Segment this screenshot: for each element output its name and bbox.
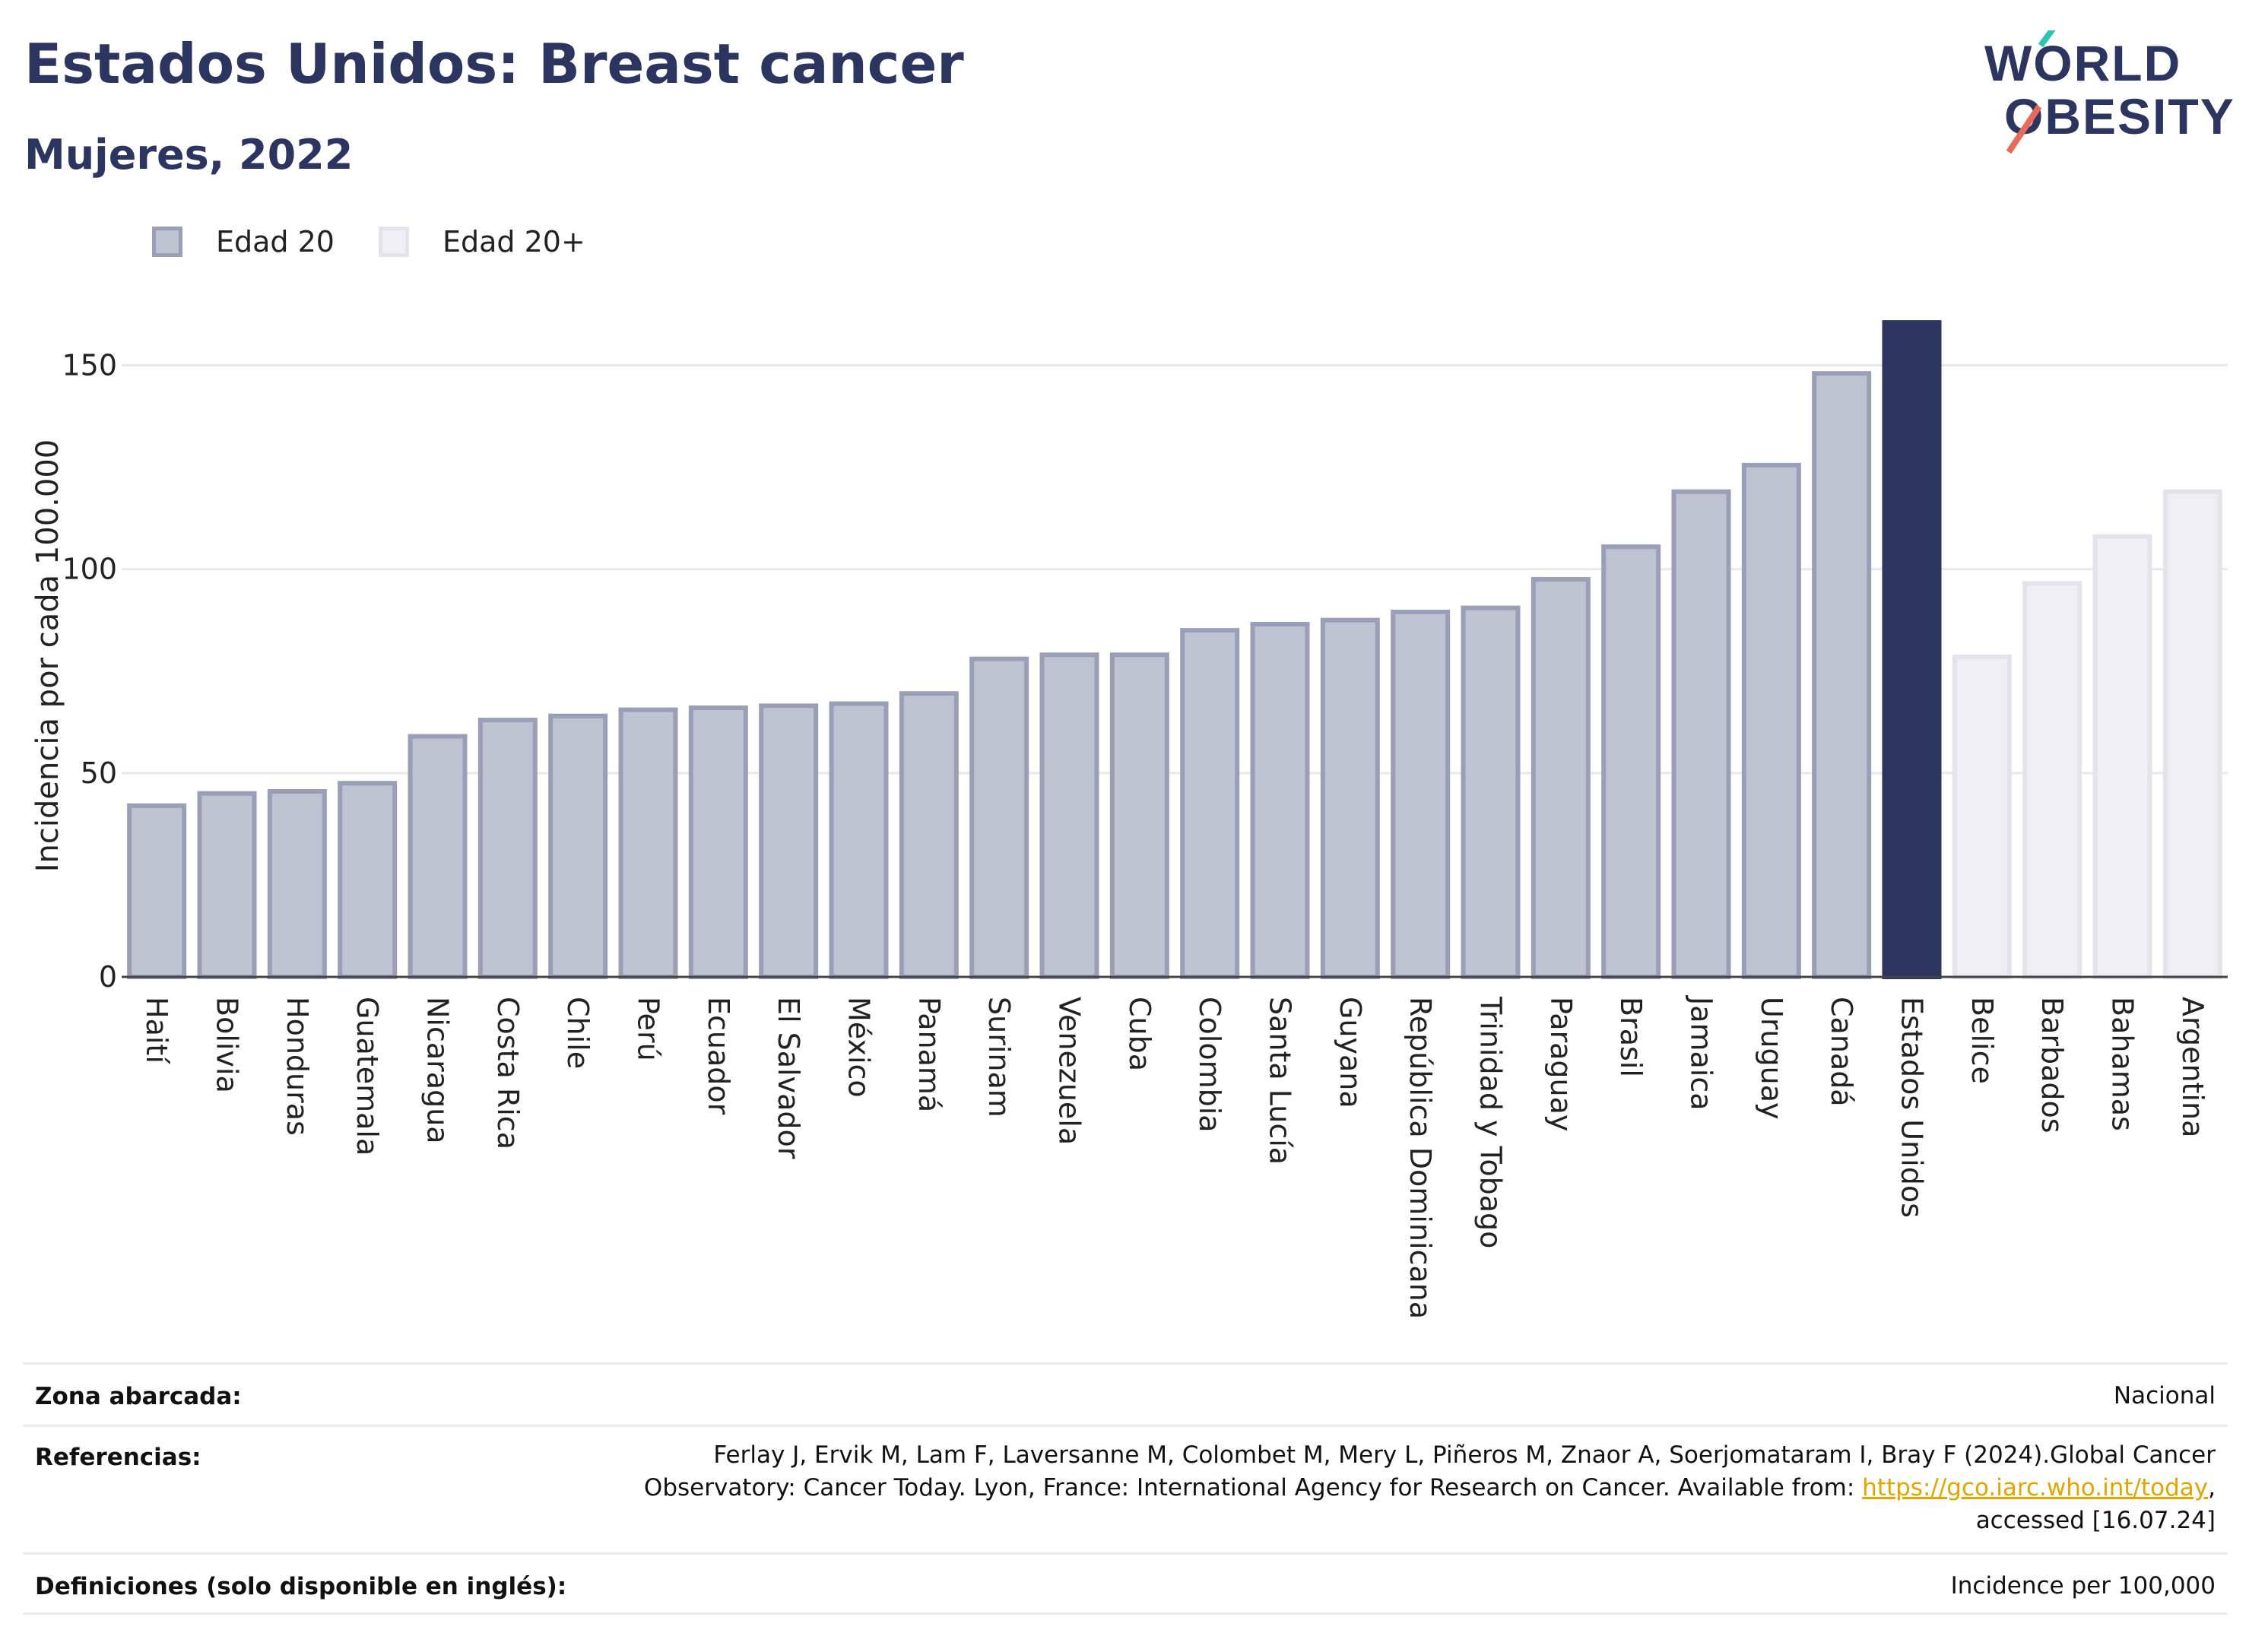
chart-title: Estados Unidos: Breast cancer <box>24 32 964 96</box>
x-tick-label: Panamá <box>912 997 946 1112</box>
bar-16 <box>1250 622 1310 980</box>
area-label: Zona abarcada: <box>35 1383 242 1410</box>
y-tick-label: 50 <box>81 756 117 790</box>
references-line2-text: Observatory: Cancer Today. Lyon, France:… <box>643 1474 1863 1501</box>
area-value: Nacional <box>2113 1382 2216 1409</box>
logo-line2: OBESITY <box>2004 88 2235 144</box>
bar-3 <box>338 781 398 980</box>
references-line2-end: , <box>2208 1474 2216 1501</box>
bar-1 <box>197 791 257 979</box>
x-tick-label: Jamaica <box>1685 995 1718 1111</box>
x-tick-label: Haití <box>140 997 173 1064</box>
x-tick-label: Ecuador <box>702 997 735 1115</box>
bar-14 <box>1109 652 1169 979</box>
bar-29 <box>2162 489 2222 979</box>
bar-15 <box>1180 628 1240 979</box>
bar-13 <box>1039 652 1099 979</box>
info-row-area: Zona abarcada: Nacional <box>23 1362 2228 1425</box>
x-tick-label: Surinam <box>982 997 1016 1118</box>
x-tick-label: Cuba <box>1123 997 1156 1071</box>
bar-12 <box>969 656 1029 979</box>
logo-line1: WORLD <box>1984 35 2181 91</box>
x-tick-label: Argentina <box>2176 997 2209 1137</box>
references-line1: Ferlay J, Ervik M, Lam F, Laversanne M, … <box>713 1441 2216 1469</box>
bar-8 <box>688 706 748 979</box>
bar-9 <box>759 703 819 979</box>
legend-label-age20: Edad 20 <box>216 225 335 258</box>
x-tick-label: Nicaragua <box>421 997 455 1144</box>
legend-swatch-age20plus <box>378 227 409 257</box>
x-tick-label: Trinidad y Tobago <box>1474 996 1508 1248</box>
bar-17 <box>1320 617 1380 979</box>
y-tick-label: 150 <box>62 348 117 382</box>
bar-23 <box>1741 462 1801 979</box>
x-tick-label: Brasil <box>1614 997 1648 1077</box>
x-tick-label: Chile <box>561 997 595 1069</box>
legend-label-age20plus: Edad 20+ <box>442 225 585 258</box>
bar-2 <box>267 788 327 980</box>
bar-18 <box>1391 609 1451 979</box>
bar-19 <box>1461 605 1521 979</box>
bar-7 <box>618 707 678 979</box>
x-tick-label: Bolivia <box>211 997 244 1093</box>
x-tick-label: República Dominicana <box>1404 997 1437 1319</box>
bar-25 <box>1882 320 1942 979</box>
bar-5 <box>477 718 538 979</box>
chart-subtitle: Mujeres, 2022 <box>24 131 354 179</box>
bar-28 <box>2092 534 2152 979</box>
x-tick-label: Bahamas <box>2106 997 2140 1131</box>
bar-11 <box>899 691 959 980</box>
x-tick-label: Barbados <box>2035 997 2069 1134</box>
bar-22 <box>1671 489 1731 979</box>
bar-6 <box>548 713 608 980</box>
legend-swatch-age20 <box>152 227 182 257</box>
x-tick-label: Colombia <box>1193 997 1226 1133</box>
x-tick-label: México <box>842 997 876 1098</box>
x-tick-label: Venezuela <box>1053 997 1086 1145</box>
x-tick-label: Canadá <box>1825 997 1858 1107</box>
x-tick-label: Estados Unidos <box>1895 997 1929 1218</box>
bar-24 <box>1812 371 1872 979</box>
y-tick-label: 0 <box>99 960 117 994</box>
legend-item-age20plus[interactable]: Edad 20+ <box>378 225 585 258</box>
info-row-references: Referencias: Ferlay J, Ervik M, Lam F, L… <box>23 1425 2228 1552</box>
x-tick-label: Santa Lucía <box>1264 997 1297 1165</box>
x-tick-label: Guatemala <box>351 997 384 1156</box>
definitions-value: Incidence per 100,000 <box>1950 1572 2216 1600</box>
bar-27 <box>2022 581 2082 979</box>
x-tick-label: El Salvador <box>772 997 805 1159</box>
x-tick-label: Perú <box>632 997 665 1061</box>
chart-legend: Edad 20 Edad 20+ <box>152 225 630 258</box>
bar-4 <box>408 734 468 980</box>
bar-10 <box>829 701 889 979</box>
definitions-label: Definiciones (solo disponible en inglés)… <box>35 1573 567 1600</box>
x-tick-label: Honduras <box>281 997 314 1136</box>
references-label: Referencias: <box>35 1444 201 1471</box>
bar-26 <box>1952 654 2012 979</box>
legend-item-age20[interactable]: Edad 20 <box>152 225 335 258</box>
bar-20 <box>1531 577 1591 979</box>
x-tick-label: Guyana <box>1334 997 1367 1108</box>
x-tick-label: Belice <box>1965 997 1999 1084</box>
x-tick-label: Paraguay <box>1544 997 1578 1131</box>
info-row-definitions: Definiciones (solo disponible en inglés)… <box>23 1552 2228 1615</box>
y-axis-label: Incidencia por cada 100.000 <box>30 439 65 873</box>
world-obesity-logo: WORLD OBESITY <box>1984 30 2235 154</box>
references-line2: Observatory: Cancer Today. Lyon, France:… <box>644 1472 2216 1505</box>
x-tick-label: Uruguay <box>1755 997 1788 1120</box>
references-value: Ferlay J, Ervik M, Lam F, Laversanne M, … <box>644 1439 2216 1537</box>
y-tick-label: 100 <box>62 553 117 586</box>
references-link[interactable]: https://gco.iarc.who.int/today <box>1862 1474 2209 1501</box>
bar-chart: 0 50 100 150 Incidencia por cada 100.000 Hait… <box>30 320 2228 1319</box>
bar-21 <box>1601 544 1661 979</box>
x-tick-label: Costa Rica <box>491 997 525 1149</box>
bar-0 <box>127 803 187 980</box>
references-line3: accessed [16.07.24] <box>1975 1507 2216 1534</box>
